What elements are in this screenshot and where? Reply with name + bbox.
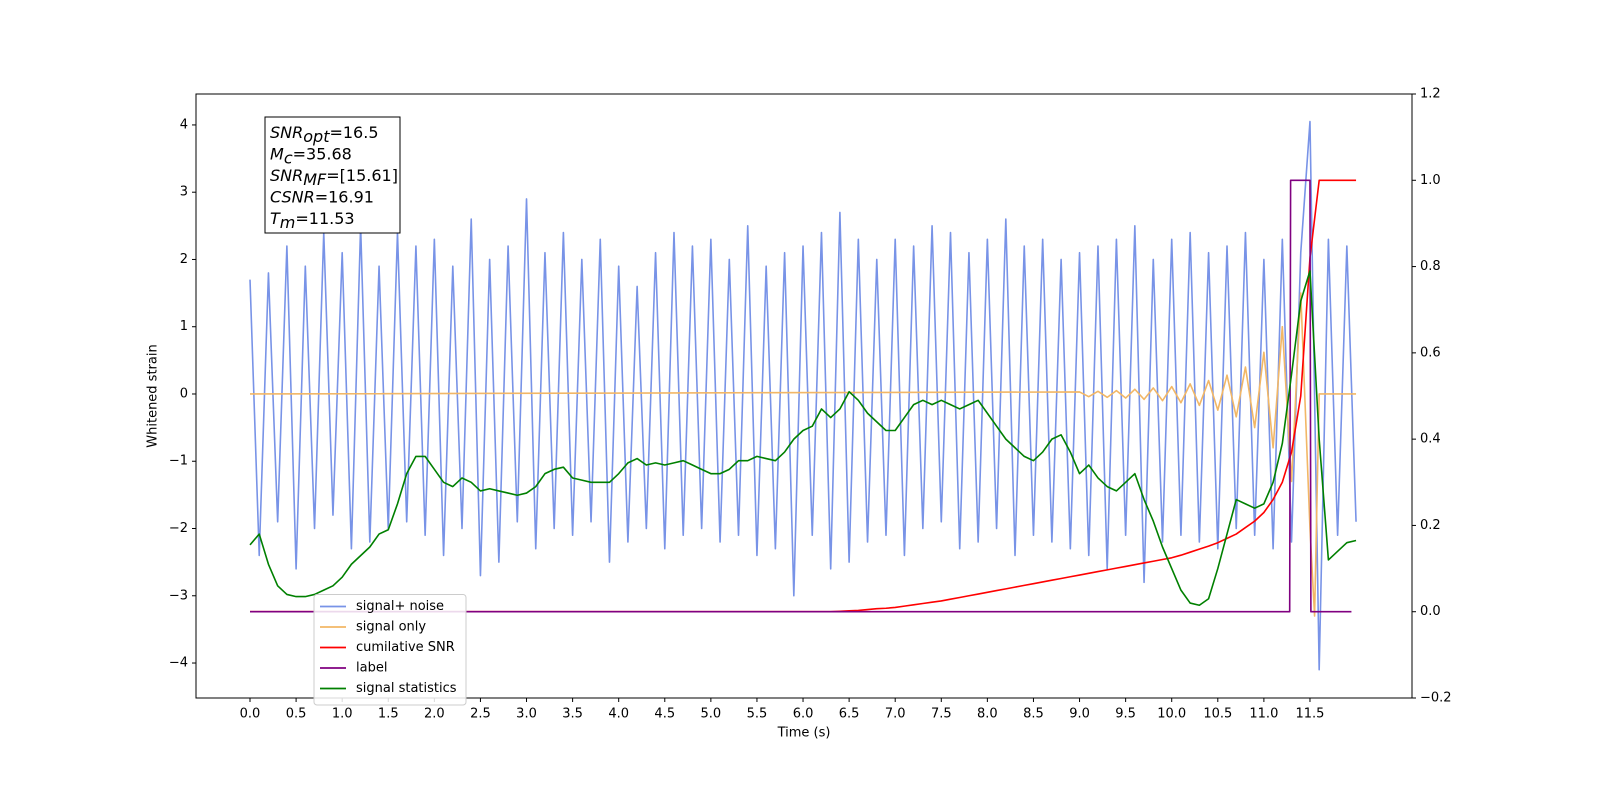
series-line [250, 292, 1357, 617]
x-tick-label: 1.5 [378, 707, 399, 722]
y-tick-label: −2 [169, 521, 188, 536]
annotation-symbol: SNR [270, 123, 303, 142]
legend: signal+ noise signal only cumilative SNR la… [313, 594, 467, 706]
x-tick-label: 3.5 [562, 707, 583, 722]
annotation-value: =16.91 [315, 187, 374, 206]
x-tick-label: 1.0 [332, 707, 353, 722]
x-tick-label: 11.5 [1295, 707, 1324, 722]
x-tick-label: 0.0 [240, 707, 261, 722]
annotation-line: Mc=35.68 [270, 144, 352, 167]
x-tick-label: 2.5 [470, 707, 491, 722]
x-tick-label: 2.0 [424, 707, 445, 722]
y2-tick-label: 1.0 [1420, 173, 1441, 188]
y-tick-label: 0 [180, 386, 188, 401]
annotation-sub: MF [303, 170, 327, 189]
annotation: SNRopt=16.5Mc=35.68SNRMF=[15.61]CSNR=16.… [264, 116, 401, 234]
y-tick-label: −1 [169, 454, 188, 469]
x-tick-label: 8.0 [977, 707, 998, 722]
x-tick-label: 4.5 [654, 707, 675, 722]
legend-label: signal+ noise [356, 599, 444, 614]
series-line [249, 120, 1357, 671]
y2-tick-label: 0.4 [1420, 432, 1441, 447]
annotation-symbol: M [270, 144, 284, 163]
x-tick-label: 7.5 [931, 707, 952, 722]
annotation-value: =35.68 [293, 144, 352, 163]
x-tick-label: 6.0 [793, 707, 814, 722]
annotation-line: Tm=11.53 [270, 209, 355, 232]
y2-tick-label: 0.8 [1420, 259, 1441, 274]
y-tick-label: 2 [180, 252, 188, 267]
x-tick-label: 4.0 [608, 707, 629, 722]
plot-frame [195, 93, 1413, 699]
annotation-symbol: CSNR [270, 187, 315, 206]
x-tick-label: 0.5 [286, 707, 307, 722]
series-line [250, 179, 1352, 613]
x-tick-label: 5.0 [701, 707, 722, 722]
y-axis-label: Whitened strain [146, 344, 161, 447]
x-tick-label: 10.0 [1157, 707, 1186, 722]
y-tick-label: −3 [169, 588, 188, 603]
annotation-sub: m [280, 213, 296, 232]
annotation-value: =16.5 [329, 123, 378, 142]
x-tick-label: 9.5 [1115, 707, 1136, 722]
y-tick-label: 1 [180, 319, 188, 334]
annotation-line: SNRopt=16.5 [270, 123, 379, 146]
annotation-sub: c [284, 148, 293, 167]
x-tick-label: 9.0 [1069, 707, 1090, 722]
y-tick-label: −4 [169, 656, 188, 671]
x-tick-label: 8.5 [1023, 707, 1044, 722]
x-tick-label: 3.0 [516, 707, 537, 722]
legend-label: signal only [356, 620, 426, 635]
annotation-line: CSNR=16.91 [270, 187, 374, 206]
plot-area [249, 120, 1357, 671]
x-tick-label: 6.5 [839, 707, 860, 722]
annotation-value: =[15.61] [326, 166, 398, 185]
x-axis-label: Time (s) [777, 726, 831, 741]
annotation-symbol: SNR [270, 166, 303, 185]
annotation-symbol: T [270, 209, 281, 228]
y2-tick-label: 0.6 [1420, 345, 1441, 360]
annotation-value: =11.53 [295, 209, 354, 228]
y2-tick-label: 1.2 [1420, 87, 1441, 102]
y2-tick-label: 0.0 [1420, 604, 1441, 619]
legend-box [313, 594, 467, 706]
x-tick-label: 10.5 [1203, 707, 1232, 722]
y-tick-label: 3 [180, 185, 188, 200]
y-tick-label: 4 [180, 117, 188, 132]
series-line [249, 270, 1357, 607]
annotation-line: SNRMF=[15.61] [270, 166, 398, 189]
x-tick-label: 11.0 [1249, 707, 1278, 722]
legend-label: signal statistics [356, 681, 457, 696]
y2-tick-label: 0.2 [1420, 518, 1441, 533]
annotation-box [264, 116, 401, 234]
y2-tick-label: −0.2 [1420, 691, 1452, 706]
x-tick-label: 7.0 [885, 707, 906, 722]
annotation-sub: opt [303, 127, 330, 146]
legend-label: label [356, 661, 387, 676]
legend-label: cumilative SNR [356, 640, 455, 655]
x-tick-label: 5.5 [747, 707, 768, 722]
